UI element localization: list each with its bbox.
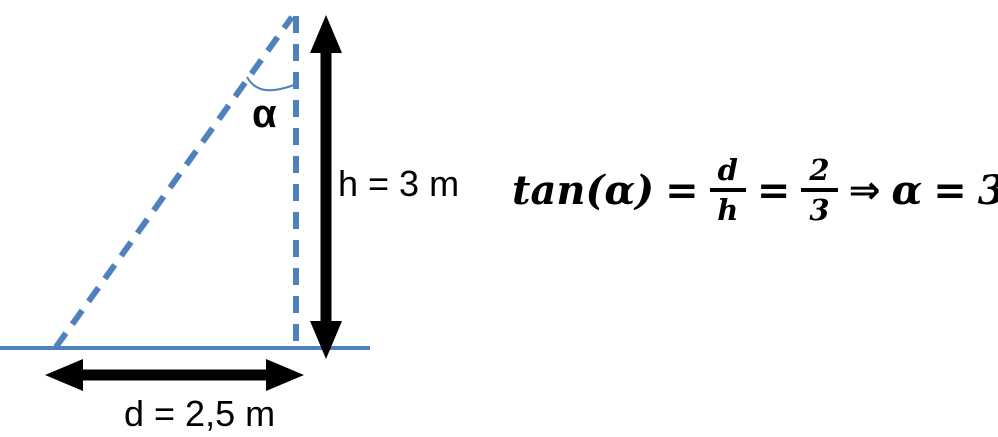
formula-equals-1: = [665, 166, 699, 214]
distance-arrow-head-right [266, 359, 304, 391]
fraction-denominator-3: 3 [809, 193, 830, 227]
formula-tan-term: tan(α) [512, 166, 655, 214]
distance-arrow [45, 359, 304, 391]
fraction-numerator-2: 2 [801, 154, 838, 192]
formula-fraction-d-over-h: d h [709, 154, 746, 227]
formula-equals-2: = [756, 166, 791, 214]
formula-alpha: α [891, 166, 923, 214]
angle-arc [246, 76, 295, 92]
formula-fraction-2-over-3: 2 3 [801, 154, 838, 227]
fraction-numerator-d: d [709, 154, 746, 192]
distance-label: d = 2,5 m [124, 393, 276, 434]
height-arrow-head-top [310, 15, 342, 53]
formula-equals-3: = [933, 166, 967, 214]
hypotenuse-dashed-line [53, 15, 295, 349]
height-arrow-head-bottom [310, 321, 342, 359]
height-arrow [310, 15, 342, 359]
angle-alpha-label: α [252, 92, 277, 136]
distance-arrow-head-left [45, 359, 83, 391]
formula-result: 33, 7° [978, 167, 998, 214]
fraction-denominator-h: h [717, 193, 739, 227]
height-label: h = 3 m [338, 163, 460, 204]
implies-arrow-icon: ⇒ [848, 168, 881, 212]
tangent-formula: tan(α) = d h = 2 3 ⇒ α = 33, 7° [512, 142, 998, 238]
